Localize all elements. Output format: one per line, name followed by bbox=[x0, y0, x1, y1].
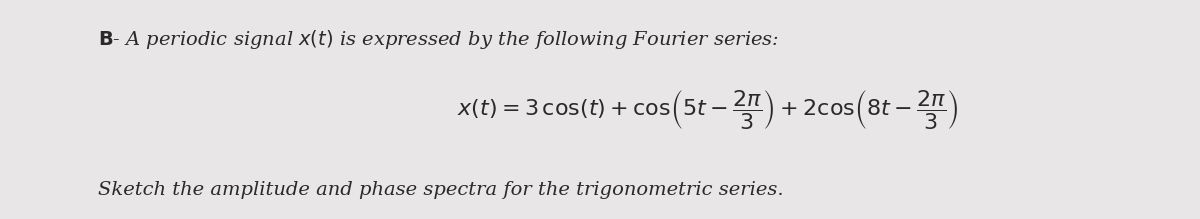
Text: $\mathbf{B}$- A periodic signal $x(t)$ is expressed by the following Fourier ser: $\mathbf{B}$- A periodic signal $x(t)$ i… bbox=[98, 28, 780, 51]
Text: Sketch the amplitude and phase spectra for the trigonometric series.: Sketch the amplitude and phase spectra f… bbox=[98, 181, 784, 199]
Text: $x(t) = 3\,\cos(t) + \cos\!\left(5t - \dfrac{2\pi}{3}\right) + 2\cos\!\left(8t -: $x(t) = 3\,\cos(t) + \cos\!\left(5t - \d… bbox=[457, 88, 959, 131]
